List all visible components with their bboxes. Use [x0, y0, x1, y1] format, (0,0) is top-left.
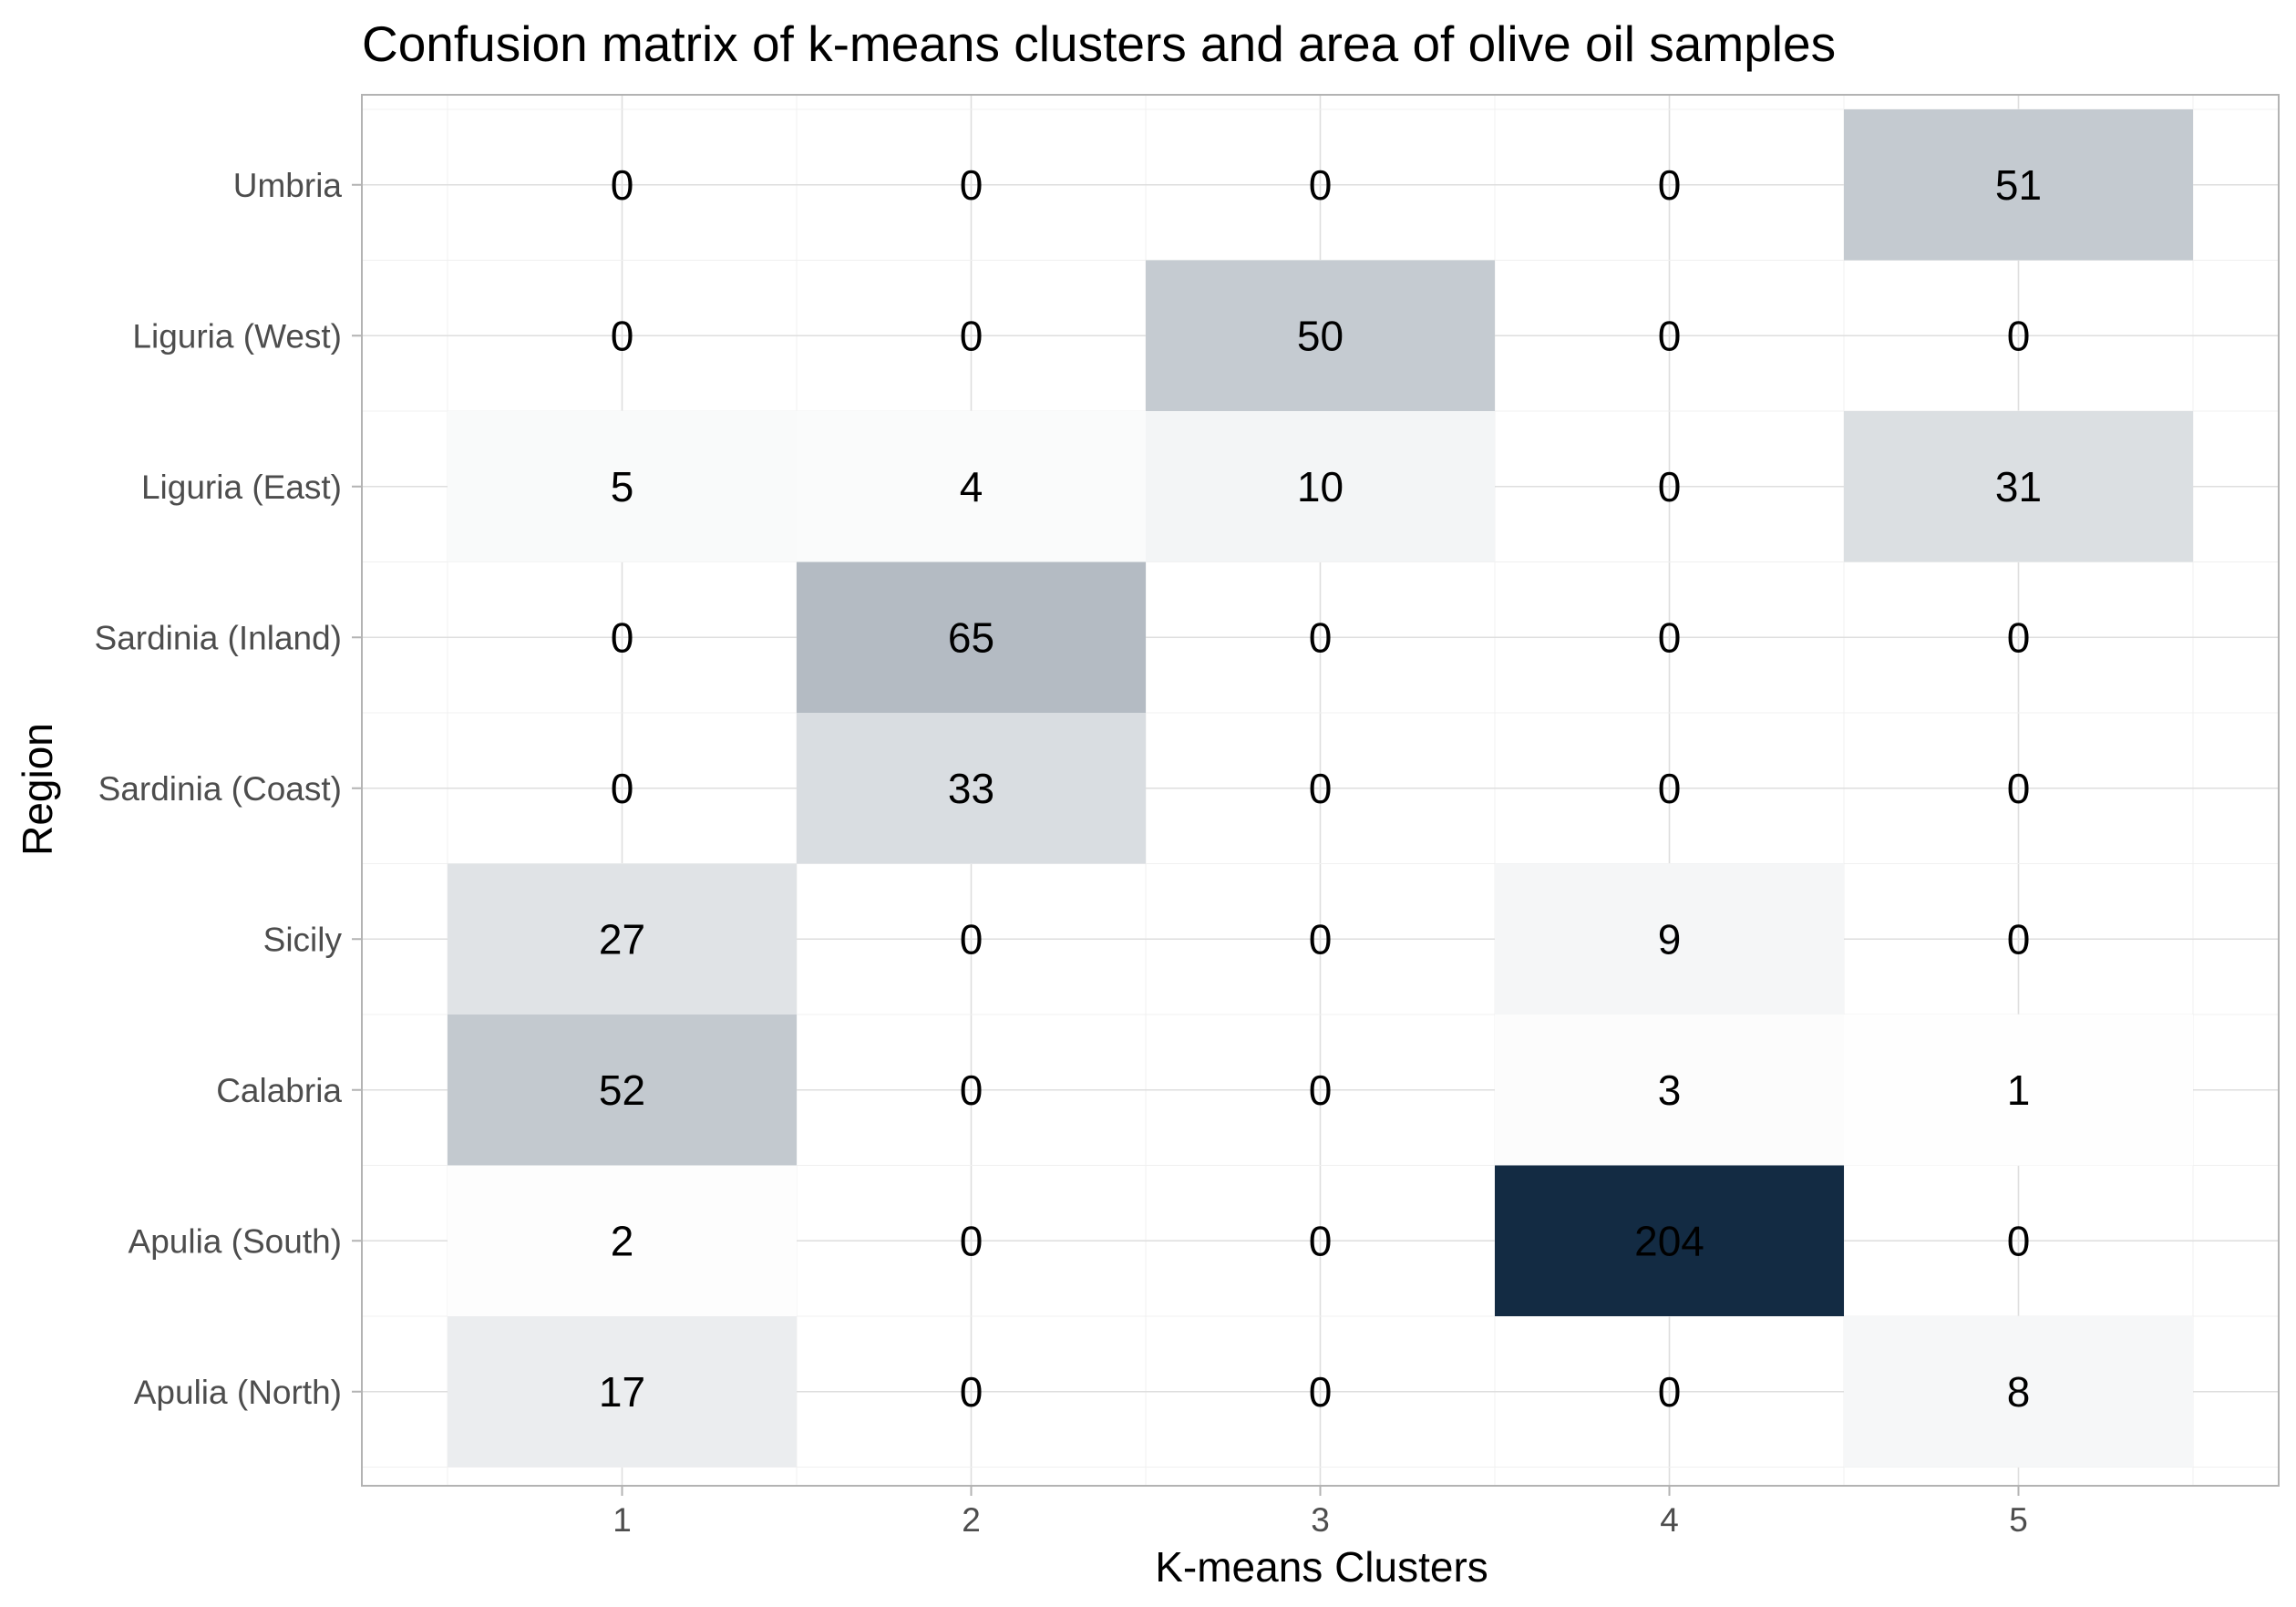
- heatmap-cell: [1495, 1015, 1844, 1166]
- heatmap-cell: [1495, 1165, 1844, 1316]
- x-axis-ticks: 1 2 3 4 5: [613, 1486, 2028, 1539]
- y-tick-label: Apulia (South): [129, 1222, 342, 1260]
- cell-value-label: 0: [1309, 613, 1333, 661]
- heatmap-cell: [448, 863, 797, 1015]
- y-tick-label: Sicily: [263, 921, 343, 958]
- cell-value-label: 0: [2007, 765, 2031, 812]
- cell-value-label: 50: [1297, 312, 1344, 359]
- cell-value-labels: 0 0 0 0 510 0 50 0 05 4 10 0 310 65 0 0 00 33 0 0 027 0 0 9 052 0…: [599, 161, 2042, 1416]
- x-tick-label: 3: [1311, 1501, 1330, 1539]
- y-tick-label: Liguria (East): [141, 469, 342, 506]
- cell-value-label: 0: [960, 1217, 983, 1264]
- cell-value-label: 4: [960, 463, 983, 510]
- heatmap-cell: [1844, 1316, 2193, 1468]
- chart-title: Confusion matrix of k-means clusters and…: [362, 15, 1836, 72]
- cell-value-label: 17: [599, 1368, 645, 1416]
- cell-value-label: 9: [1658, 915, 1682, 963]
- cell-value-label: 3: [1658, 1066, 1682, 1114]
- y-tick-label: Calabria: [216, 1072, 342, 1109]
- cell-value-label: 51: [1995, 161, 2042, 209]
- y-tick-label: Liguria (West): [132, 317, 342, 355]
- heatmap-cell: [1495, 863, 1844, 1015]
- heatmap-cell: [797, 411, 1146, 562]
- cell-value-label: 0: [1309, 1217, 1333, 1264]
- cell-value-label: 27: [599, 915, 645, 963]
- heatmap-cell: [1146, 260, 1495, 411]
- cell-value-label: 0: [2007, 613, 2031, 661]
- cell-value-label: 0: [1658, 765, 1682, 812]
- heatmap-cell: [1844, 109, 2193, 261]
- y-axis-title: Region: [14, 723, 61, 856]
- x-tick-label: 2: [962, 1501, 981, 1539]
- cell-value-label: 0: [1658, 161, 1682, 209]
- heatmap-cells: [448, 109, 2193, 1468]
- y-tick-label: Sardinia (Coast): [98, 770, 342, 808]
- cell-value-label: 0: [611, 613, 634, 661]
- cell-value-label: 0: [1309, 1066, 1333, 1114]
- cell-value-label: 2: [611, 1217, 634, 1264]
- cell-value-label: 0: [2007, 1217, 2031, 1264]
- y-tick-label: Apulia (North): [134, 1374, 342, 1411]
- cell-value-label: 10: [1297, 463, 1344, 510]
- cell-value-label: 0: [1658, 1368, 1682, 1416]
- x-axis-title: K-means Clusters: [1155, 1543, 1488, 1591]
- cell-value-label: 31: [1995, 463, 2042, 510]
- x-tick-label: 5: [2009, 1501, 2028, 1539]
- x-tick-label: 4: [1660, 1501, 1679, 1539]
- heatmap-cell: [448, 1316, 797, 1468]
- cell-value-label: 204: [1634, 1217, 1704, 1264]
- cell-value-label: 0: [1309, 915, 1333, 963]
- cell-value-label: 1: [2007, 1066, 2031, 1114]
- cell-value-label: 5: [611, 463, 634, 510]
- cell-value-label: 0: [960, 1066, 983, 1114]
- heatmap-cell: [797, 561, 1146, 713]
- heatmap-cell: [448, 1015, 797, 1166]
- cell-value-label: 0: [960, 1368, 983, 1416]
- cell-value-label: 0: [1309, 765, 1333, 812]
- x-tick-label: 1: [613, 1501, 632, 1539]
- cell-value-label: 0: [2007, 312, 2031, 359]
- y-axis-ticks: Umbria Liguria (West) Liguria (East) Sardin…: [95, 167, 362, 1411]
- cell-value-label: 52: [599, 1066, 645, 1114]
- cell-value-label: 0: [960, 161, 983, 209]
- cell-value-label: 0: [1658, 613, 1682, 661]
- cell-value-label: 0: [2007, 915, 2031, 963]
- cell-value-label: 0: [960, 915, 983, 963]
- cell-value-label: 33: [948, 765, 994, 812]
- cell-value-label: 65: [948, 613, 994, 661]
- heatmap-cell: [1844, 411, 2193, 562]
- heatmap-cell: [448, 411, 797, 562]
- heatmap-cell: [1844, 1015, 2193, 1166]
- y-tick-label: Sardinia (Inland): [95, 619, 342, 656]
- cell-value-label: 0: [611, 765, 634, 812]
- heatmap-cell: [797, 713, 1146, 864]
- cell-value-label: 0: [611, 312, 634, 359]
- cell-value-label: 0: [960, 312, 983, 359]
- heatmap-cell: [448, 1165, 797, 1316]
- cell-value-label: 8: [2007, 1368, 2031, 1416]
- cell-value-label: 0: [1309, 1368, 1333, 1416]
- cell-value-label: 0: [1658, 312, 1682, 359]
- heatmap-cell: [1146, 411, 1495, 562]
- cell-value-label: 0: [1309, 161, 1333, 209]
- y-tick-label: Umbria: [233, 167, 343, 204]
- cell-value-label: 0: [611, 161, 634, 209]
- cell-value-label: 0: [1658, 463, 1682, 510]
